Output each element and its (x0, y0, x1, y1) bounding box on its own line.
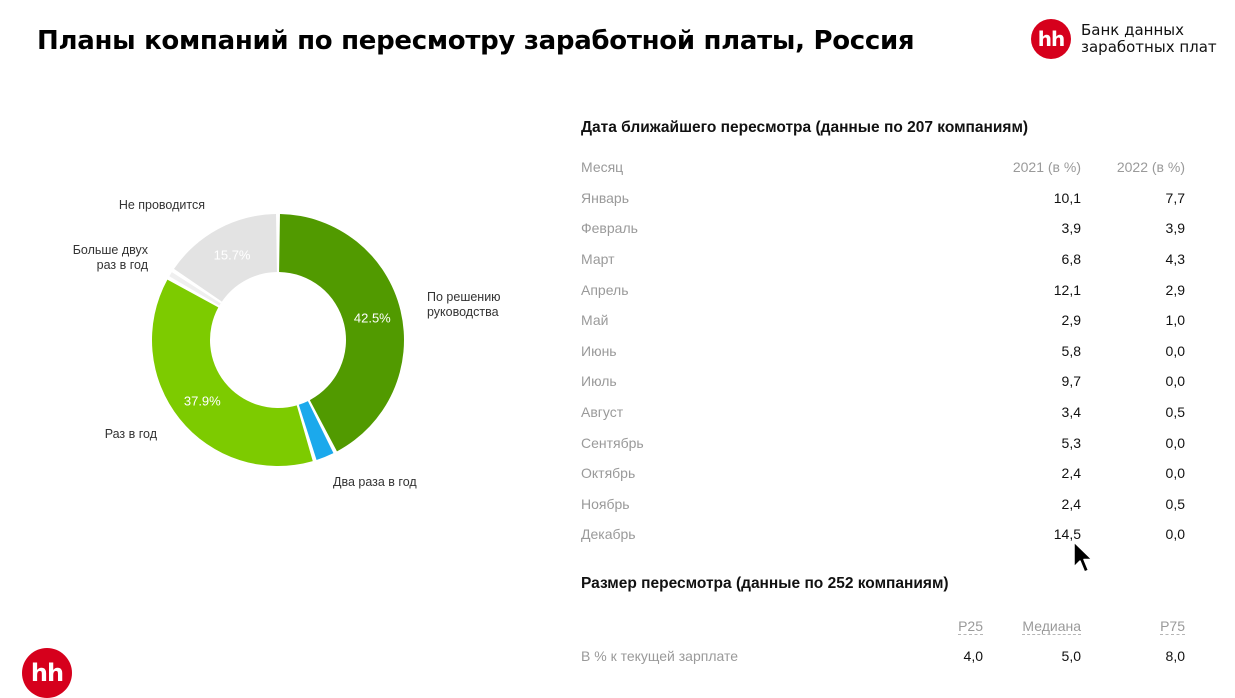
brand-line-2: заработных плат (1081, 38, 1217, 56)
table-header-row: Месяц 2021 (в %) 2022 (в %) (581, 152, 1185, 183)
review-size-title: Размер пересмотра (данные по 252 компани… (581, 575, 949, 592)
donut-slice (174, 214, 277, 302)
month-cell: Сентябрь (581, 434, 644, 451)
month-cell: Март (581, 251, 615, 268)
table-row: Август 3,4 0,5 (581, 397, 1185, 428)
value-p25: 4,0 (963, 648, 983, 664)
table-row: Январь 10,1 7,7 (581, 183, 1185, 214)
value-2021: 14,5 (1053, 526, 1081, 543)
table-row: Сентябрь 5,3 0,0 (581, 427, 1185, 458)
header-median: Медиана (1022, 618, 1081, 635)
brand-block: hh Банк данных заработных плат (1031, 19, 1217, 59)
month-cell: Август (581, 404, 624, 421)
table-row: В % к текущей зарплате 4,0 5,0 8,0 (581, 641, 1185, 671)
value-2022: 4,3 (1165, 251, 1185, 268)
value-2021: 12,1 (1053, 281, 1081, 298)
table-row: Февраль 3,9 3,9 (581, 213, 1185, 244)
value-2021: 6,8 (1061, 251, 1081, 268)
value-2021: 3,9 (1061, 220, 1081, 237)
brand-text: Банк данных заработных плат (1081, 22, 1217, 56)
table-row: Ноябрь 2,4 0,5 (581, 489, 1185, 520)
arrow-cursor-icon (1073, 541, 1093, 573)
value-2022: 0,0 (1165, 342, 1185, 359)
value-2022: 1,0 (1165, 312, 1185, 329)
review-dates-title: Дата ближайшего пересмотра (данные по 20… (581, 119, 1029, 136)
value-2021: 2,9 (1061, 312, 1081, 329)
month-cell: Июль (581, 373, 617, 390)
slice-category-label: По решению руководства (427, 290, 501, 319)
slice-category-label: Два раза в год (333, 475, 417, 489)
slice-category-label: Раз в год (105, 427, 158, 441)
value-2021: 10,1 (1053, 189, 1081, 206)
table-row: Март 6,8 4,3 (581, 244, 1185, 275)
slice-value-label: 15.7% (214, 248, 251, 263)
donut-slice (169, 272, 221, 306)
header-p25: P25 (958, 618, 983, 635)
value-2022: 0,0 (1165, 526, 1185, 543)
header-month: Месяц (581, 159, 624, 176)
value-2021: 5,8 (1061, 342, 1081, 359)
slice-value-label: 42.5% (354, 310, 391, 325)
value-2022: 0,0 (1165, 434, 1185, 451)
table-row: Декабрь 14,5 0,0 (581, 519, 1185, 550)
header-2022: 2022 (в %) (1116, 159, 1185, 176)
month-cell: Апрель (581, 281, 629, 298)
hh-logo-icon: hh (1031, 19, 1071, 59)
value-2022: 7,7 (1165, 189, 1185, 206)
hh-logo-icon: hh (22, 648, 72, 698)
value-2022: 0,0 (1165, 373, 1185, 390)
value-2022: 3,9 (1165, 220, 1185, 237)
table-header-row: P25 Медиана P75 (581, 611, 1185, 641)
header-p75: P75 (1160, 618, 1185, 635)
table-row: Октябрь 2,4 0,0 (581, 458, 1185, 489)
donut-slice (279, 214, 404, 452)
slice-value-label: 37.9% (184, 394, 221, 409)
value-2022: 2,9 (1165, 281, 1185, 298)
header-2021: 2021 (в %) (1012, 159, 1081, 176)
page-title: Планы компаний по пересмотру заработной … (37, 26, 915, 56)
month-cell: Октябрь (581, 465, 636, 482)
donut-chart: 42.5% По решению руководства Два раза в год… (73, 198, 501, 489)
month-cell: Июнь (581, 342, 617, 359)
month-cell: Январь (581, 189, 629, 206)
value-2021: 5,3 (1061, 434, 1081, 451)
value-2021: 2,4 (1061, 495, 1081, 512)
month-cell: Ноябрь (581, 495, 630, 512)
value-2021: 2,4 (1061, 465, 1081, 482)
value-2021: 3,4 (1061, 404, 1081, 421)
slice-category-label: Больше двух раз в год (73, 243, 149, 272)
table-row: Июль 9,7 0,0 (581, 366, 1185, 397)
donut-slice (298, 401, 334, 460)
table-row: Май 2,9 1,0 (581, 305, 1185, 336)
value-2022: 0,5 (1165, 495, 1185, 512)
table-row: Июнь 5,8 0,0 (581, 336, 1185, 367)
table-row: Апрель 12,1 2,9 (581, 274, 1185, 305)
month-cell: Февраль (581, 220, 638, 237)
month-cell: Май (581, 312, 609, 329)
value-median: 5,0 (1061, 648, 1081, 664)
review-dates-table: Месяц 2021 (в %) 2022 (в %) Январь 10,1 7,… (581, 152, 1185, 550)
value-2022: 0,0 (1165, 465, 1185, 482)
value-p75: 8,0 (1165, 648, 1185, 664)
review-size-table: P25 Медиана P75 В % к текущей зарплате 4… (581, 611, 1185, 671)
value-2021: 9,7 (1061, 373, 1081, 390)
row-label: В % к текущей зарплате (581, 648, 739, 664)
month-cell: Декабрь (581, 526, 636, 543)
slice-category-label: Не проводится (119, 198, 205, 212)
donut-slice (151, 279, 313, 467)
brand-line-1: Банк данных (1081, 21, 1185, 39)
value-2022: 0,5 (1165, 404, 1185, 421)
